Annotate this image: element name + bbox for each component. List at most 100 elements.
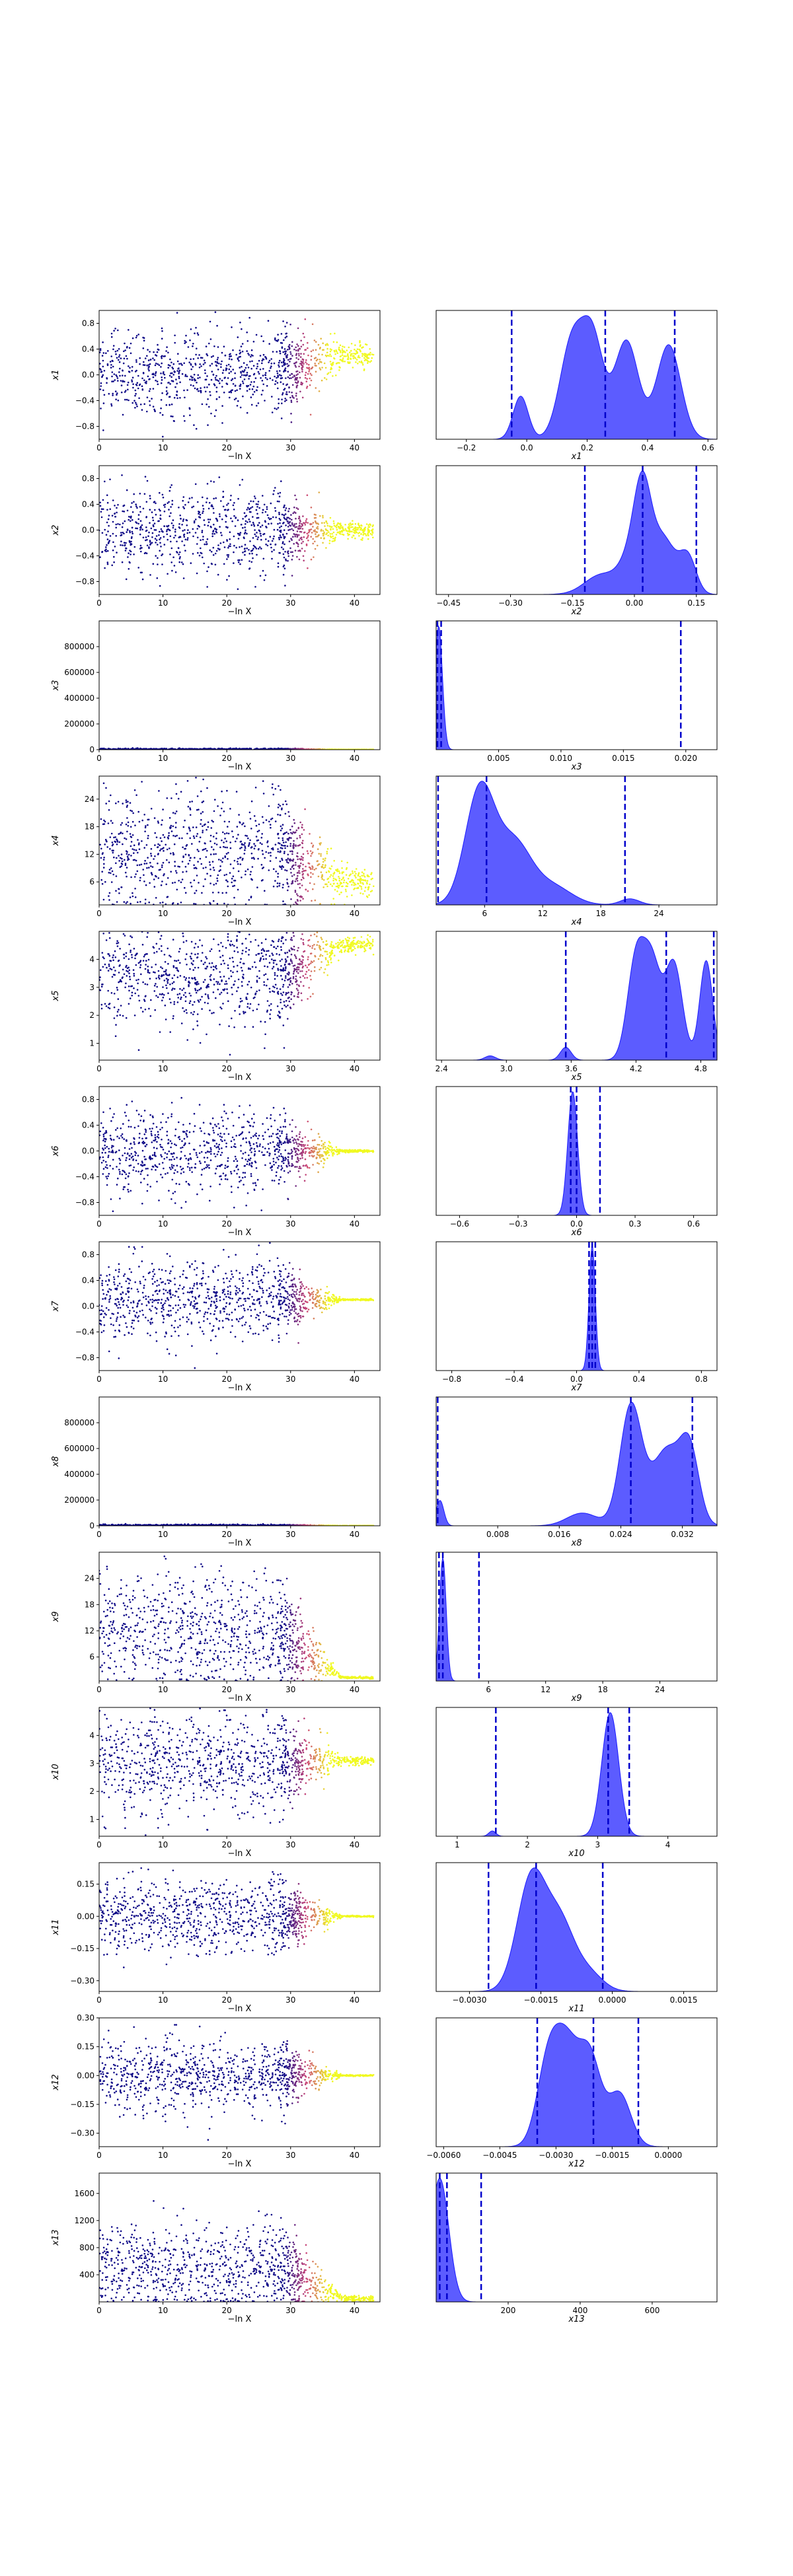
trace-point (265, 819, 268, 821)
trace-point (209, 748, 211, 750)
trace-point (144, 859, 146, 862)
trace-point (361, 353, 363, 355)
trace-point (308, 529, 311, 531)
trace-point (139, 511, 141, 513)
trace-point (192, 535, 194, 538)
trace-point (196, 332, 199, 334)
trace-point (229, 808, 231, 810)
trace-point (223, 820, 226, 823)
trace-point (117, 329, 119, 332)
trace-point (181, 540, 183, 542)
trace-point (120, 865, 122, 867)
trace-point (154, 1009, 156, 1011)
trace-point (128, 365, 130, 367)
trace-point (314, 899, 317, 902)
trace-point (290, 551, 292, 554)
trace-point (284, 400, 286, 402)
trace-point (279, 522, 281, 524)
trace-point (308, 369, 311, 371)
trace-point (212, 546, 215, 549)
trace-point (293, 397, 295, 399)
trace-point (208, 507, 210, 510)
trace-point (256, 830, 259, 833)
trace-point (142, 507, 145, 510)
trace-point (243, 974, 245, 976)
trace-point (223, 874, 226, 877)
trace-point (273, 362, 276, 365)
trace-point (119, 367, 121, 370)
trace-point (218, 748, 220, 750)
trace-point (202, 505, 204, 507)
trace-point (147, 835, 149, 837)
trace-point (317, 848, 319, 850)
trace-point (119, 523, 121, 526)
trace-point (104, 480, 106, 483)
trace-point (342, 877, 344, 879)
trace-point (367, 534, 369, 536)
trace-point (108, 869, 111, 871)
trace-point (322, 517, 324, 519)
trace-point (234, 385, 237, 387)
trace-point (141, 781, 143, 783)
trace-point (303, 353, 305, 355)
trace-point (303, 536, 305, 538)
trace-point (309, 373, 312, 375)
trace-point (235, 353, 238, 356)
trace-point (175, 822, 177, 824)
trace-point (295, 844, 297, 846)
trace-point (334, 332, 336, 335)
trace-point (106, 509, 108, 511)
trace-point (234, 980, 236, 982)
trace-point (170, 852, 172, 855)
trace-point (186, 1012, 188, 1014)
trace-point (113, 373, 116, 375)
trace-point (152, 357, 154, 359)
trace-point (115, 374, 117, 376)
trace-point (135, 403, 137, 406)
trace-point (217, 544, 219, 546)
trace-point (185, 1009, 188, 1011)
trace-point (157, 520, 159, 522)
trace-point (153, 886, 156, 888)
trace-point (159, 537, 162, 539)
trace-point (170, 956, 172, 958)
trace-point (206, 538, 209, 540)
x-tick-label: 0.005 (487, 754, 510, 763)
trace-point (315, 521, 317, 524)
trace-point (256, 404, 258, 407)
trace-point (234, 377, 236, 379)
trace-point (176, 888, 178, 891)
trace-point (326, 524, 329, 527)
trace-point (191, 497, 193, 499)
trace-point (271, 396, 273, 398)
trace-point (208, 342, 210, 345)
trace-point (237, 870, 240, 873)
trace-point (117, 998, 120, 1000)
trace-point (227, 503, 229, 505)
trace-point (105, 550, 107, 553)
trace-point (372, 353, 375, 356)
trace-point (122, 362, 125, 365)
trace-point (122, 832, 124, 835)
trace-point (214, 376, 217, 379)
trace-point (174, 530, 176, 533)
trace-point (153, 817, 156, 819)
trace-point (214, 552, 217, 555)
trace-point (228, 391, 231, 393)
trace-point (282, 837, 284, 840)
trace-point (322, 864, 324, 866)
trace-point (367, 538, 369, 540)
trace-point (217, 891, 220, 894)
trace-point (139, 506, 141, 508)
trace-point (133, 1015, 136, 1017)
trace-point (115, 802, 117, 805)
trace-point (135, 794, 137, 797)
trace-point (160, 966, 162, 968)
trace-point (362, 531, 364, 534)
trace-point (128, 519, 130, 521)
trace-point (208, 406, 210, 408)
trace-point (162, 861, 165, 864)
trace-point (276, 885, 279, 888)
